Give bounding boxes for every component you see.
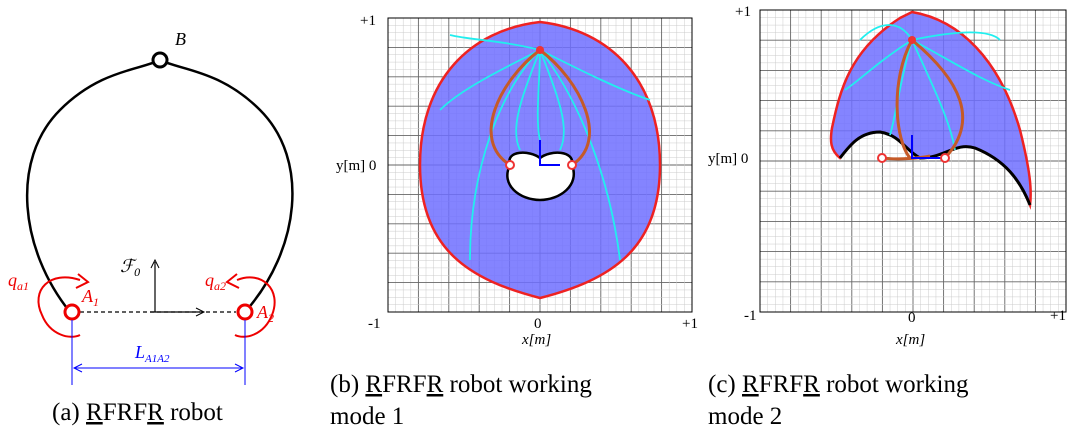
rotation-arrow <box>234 276 276 338</box>
frame-border <box>759 9 1067 313</box>
joint-a1 <box>63 303 81 321</box>
tick-label: +1 <box>682 316 698 332</box>
point <box>877 153 887 163</box>
arrow-head <box>195 307 206 317</box>
tick-label: +1 <box>360 13 376 29</box>
axis-label: x[m] <box>521 332 551 348</box>
joint-a2 <box>236 303 254 321</box>
label: qa1 <box>8 270 29 293</box>
label: A1 <box>81 286 99 309</box>
point <box>505 160 515 170</box>
caption: mode 1 <box>330 403 404 430</box>
caption: (c) RFRFR robot working <box>708 371 969 398</box>
axis-label: y[m] 0 <box>708 151 748 167</box>
rotation-arrow <box>37 276 81 338</box>
tick-label: -1 <box>368 316 381 332</box>
leg-curves <box>489 48 591 167</box>
caption: (b) RFRFR robot working <box>330 371 592 398</box>
axis-label: y[m] 0 <box>336 158 376 174</box>
label: qa2 <box>205 270 226 293</box>
singular-curves <box>844 24 1011 151</box>
tick-label: 0 <box>908 310 916 326</box>
panel-b: +1 y[m] 0 -1 0 +1 x[m] (b) RFRFR robot w… <box>330 13 698 430</box>
tick-label: +1 <box>735 4 751 20</box>
tick-label: 0 <box>534 316 542 332</box>
panel-a: B qa1 A1 ℱ0 qa2 A2 LA1A2 (a) RFRFR robot <box>8 29 294 426</box>
caption: mode 2 <box>708 403 782 430</box>
singular-curves <box>439 34 651 261</box>
axis-label: x[m] <box>895 332 925 348</box>
frame <box>539 140 560 166</box>
label: LA1A2 <box>134 342 170 365</box>
tick-label: -1 <box>744 308 757 324</box>
label: A2 <box>256 302 274 325</box>
arrow-head <box>72 363 245 373</box>
arrow-head <box>225 273 240 289</box>
panel-c: +1 y[m] 0 -1 0 +1 x[m] (c) RFRFR robot w… <box>708 4 1067 430</box>
arrow-head <box>150 258 160 269</box>
label: B <box>175 29 186 49</box>
arrow-head <box>75 273 90 289</box>
point <box>908 36 916 44</box>
caption: (a) RFRFR robot <box>52 399 223 426</box>
frame-border <box>387 17 693 313</box>
point <box>536 46 544 54</box>
frame <box>911 135 945 159</box>
point <box>940 153 950 163</box>
point <box>567 160 577 170</box>
label: ℱ0 <box>120 256 140 279</box>
joint-b <box>151 51 169 69</box>
tick-label: +1 <box>1050 308 1066 324</box>
robot-loop <box>25 58 294 313</box>
